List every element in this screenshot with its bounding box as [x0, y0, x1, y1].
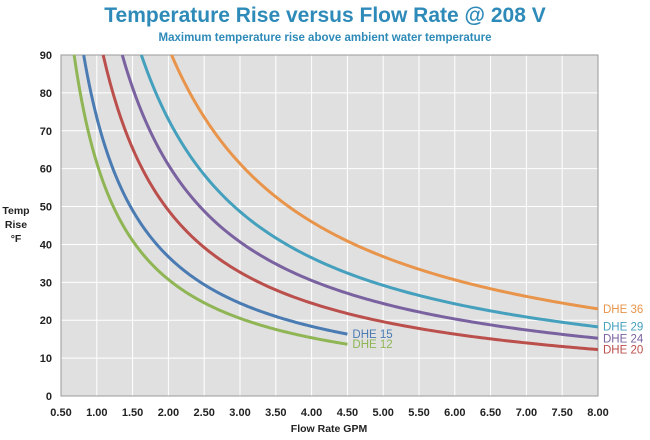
x-tick-label: 4.50 [337, 407, 358, 419]
series-line-dhe-29 [139, 54, 599, 329]
x-tick-label: 3.50 [265, 407, 286, 419]
x-tick-label: 2.50 [193, 407, 214, 419]
x-tick-label: 2.00 [158, 407, 179, 419]
x-tick-label: 3.00 [229, 407, 250, 419]
series-label-dhe-15: DHE 15 [352, 329, 392, 341]
x-tick-label: 0.50 [50, 407, 71, 419]
vertical-gridlines [60, 55, 599, 396]
series-label-dhe-29: DHE 29 [603, 322, 643, 334]
x-tick-label: 7.50 [551, 407, 572, 419]
x-tick-label: 5.00 [372, 407, 393, 419]
y-tick-label: 70 [40, 126, 52, 138]
y-tick-label: 20 [40, 315, 52, 327]
y-tick-label: 50 [40, 202, 52, 214]
plot-border [60, 54, 599, 397]
x-tick-label: 5.50 [408, 407, 429, 419]
series-line-dhe-36 [170, 54, 599, 311]
x-tick-labels: 0.50 1.00 1.50 2.00 2.50 3.00 3.50 4.00 4.50 5.00… [50, 407, 608, 419]
y-tick-label: 80 [40, 88, 52, 100]
y-axis-label-line-3: °F [11, 233, 22, 245]
y-axis-label-line-2: Rise [5, 219, 27, 231]
y-tick-label: 10 [40, 353, 52, 365]
x-tick-label: 4.00 [301, 407, 322, 419]
x-tick-label: 7.00 [516, 407, 537, 419]
x-tick-label: 6.00 [444, 407, 465, 419]
series-label-dhe-36: DHE 36 [603, 304, 643, 316]
y-tick-label: 60 [40, 164, 52, 176]
y-axis-label-line-1: Temp [2, 205, 29, 217]
x-axis-label: Flow Rate GPM [291, 423, 368, 435]
y-tick-label: 90 [40, 50, 52, 62]
series-line-dhe-15 [82, 54, 348, 336]
y-tick-label: 0 [46, 391, 52, 403]
y-tick-label: 40 [40, 239, 52, 251]
series-line-dhe-20 [101, 54, 599, 352]
chart-title: Temperature Rise versus Flow Rate @ 208 … [104, 4, 545, 27]
x-tick-label: 1.50 [122, 407, 143, 419]
series-label-dhe-24: DHE 24 [603, 333, 644, 345]
x-tick-label: 6.50 [480, 407, 501, 419]
series-label-dhe-20: DHE 20 [603, 344, 643, 356]
plot-area [61, 55, 598, 396]
chart-subtitle: Maximum temperature rise above ambient w… [159, 32, 492, 44]
series-line-dhe-12 [72, 54, 348, 346]
y-tick-labels: 0 10 20 30 40 50 60 70 80 90 [40, 50, 52, 403]
x-tick-label: 1.00 [86, 407, 107, 419]
series-lines [72, 54, 599, 352]
series-label-dhe-12: DHE 12 [352, 339, 392, 351]
x-tick-label: 8.00 [587, 407, 608, 419]
y-tick-label: 30 [40, 277, 52, 289]
series-line-dhe-24 [120, 54, 599, 340]
